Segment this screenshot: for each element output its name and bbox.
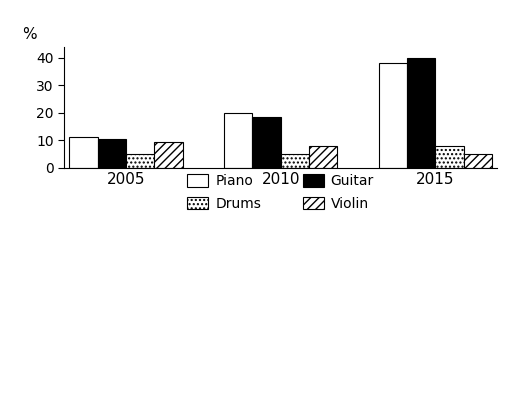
Bar — [309, 146, 337, 167]
Bar — [463, 154, 492, 167]
Bar — [252, 117, 281, 167]
Bar — [435, 146, 463, 167]
Y-axis label: %: % — [23, 27, 37, 42]
Legend: Piano, Drums, Guitar, Violin: Piano, Drums, Guitar, Violin — [182, 169, 379, 216]
Bar — [407, 58, 435, 167]
Bar — [98, 139, 126, 167]
Bar — [155, 141, 183, 167]
Bar — [224, 113, 252, 167]
Bar — [126, 154, 155, 167]
Bar — [378, 63, 407, 167]
Bar — [70, 138, 98, 167]
Bar — [281, 154, 309, 167]
